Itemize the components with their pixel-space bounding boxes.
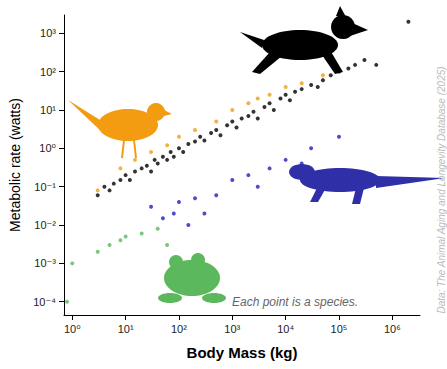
svg-text:Each point is a species.: Each point is a species.	[232, 295, 358, 309]
svg-text:Metabolic rate (watts): Metabolic rate (watts)	[7, 98, 23, 232]
svg-text:10³: 10³	[224, 323, 240, 335]
svg-text:10⁰: 10⁰	[39, 142, 56, 154]
svg-text:10⁻³: 10⁻³	[34, 257, 56, 269]
svg-text:Body Mass (kg): Body Mass (kg)	[187, 344, 298, 361]
svg-text:10⁻¹: 10⁻¹	[34, 181, 56, 193]
svg-text:10⁵: 10⁵	[331, 323, 348, 335]
svg-text:10²: 10²	[171, 323, 187, 335]
svg-text:Data: The Animal Aging and Lon: Data: The Animal Aging and Longevity Dat…	[436, 66, 447, 313]
svg-text:10⁰: 10⁰	[64, 323, 81, 335]
svg-text:10⁻⁴: 10⁻⁴	[33, 296, 56, 308]
svg-text:10⁴: 10⁴	[277, 323, 294, 335]
svg-text:10²: 10²	[40, 66, 56, 78]
svg-text:10⁶: 10⁶	[384, 323, 401, 335]
svg-text:10⁻²: 10⁻²	[34, 219, 56, 231]
svg-text:10¹: 10¹	[118, 323, 134, 335]
svg-text:10³: 10³	[40, 27, 56, 39]
svg-text:10¹: 10¹	[40, 104, 56, 116]
